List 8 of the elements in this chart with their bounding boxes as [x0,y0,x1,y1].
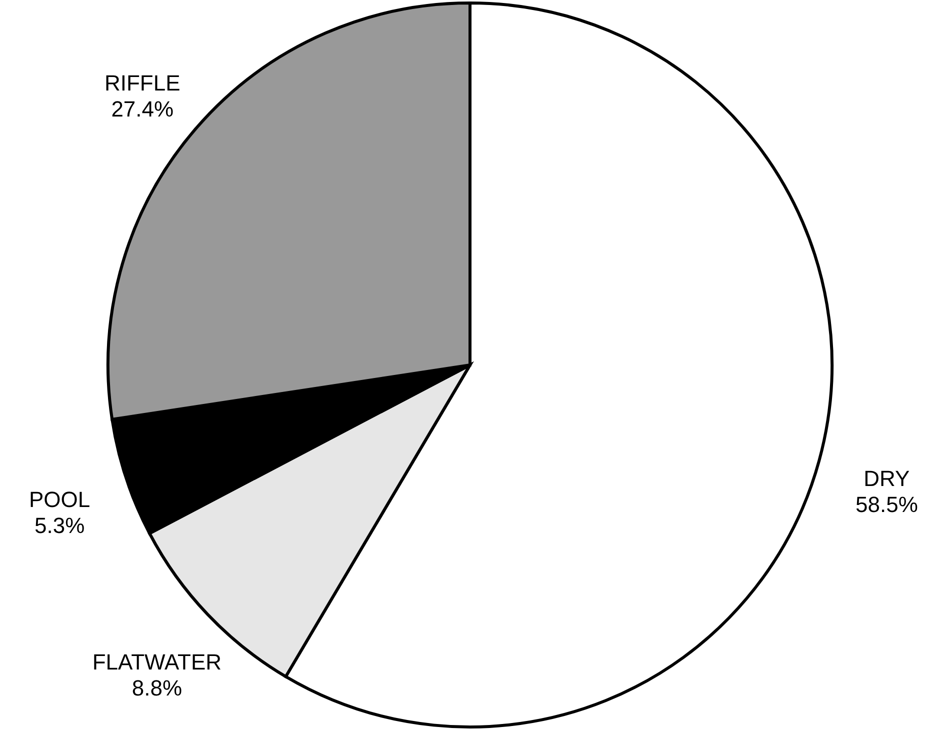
slice-label: FLATWATER [92,650,222,675]
slice-label: POOL [28,486,90,512]
slice-label: DRY [864,466,910,491]
data-label: 5.3% [34,512,85,538]
data-label: 27.4% [111,96,174,122]
slice-label: RIFFLE [104,70,180,96]
data-label: 8.8% [132,676,182,701]
data-label: 58.5% [855,492,918,517]
